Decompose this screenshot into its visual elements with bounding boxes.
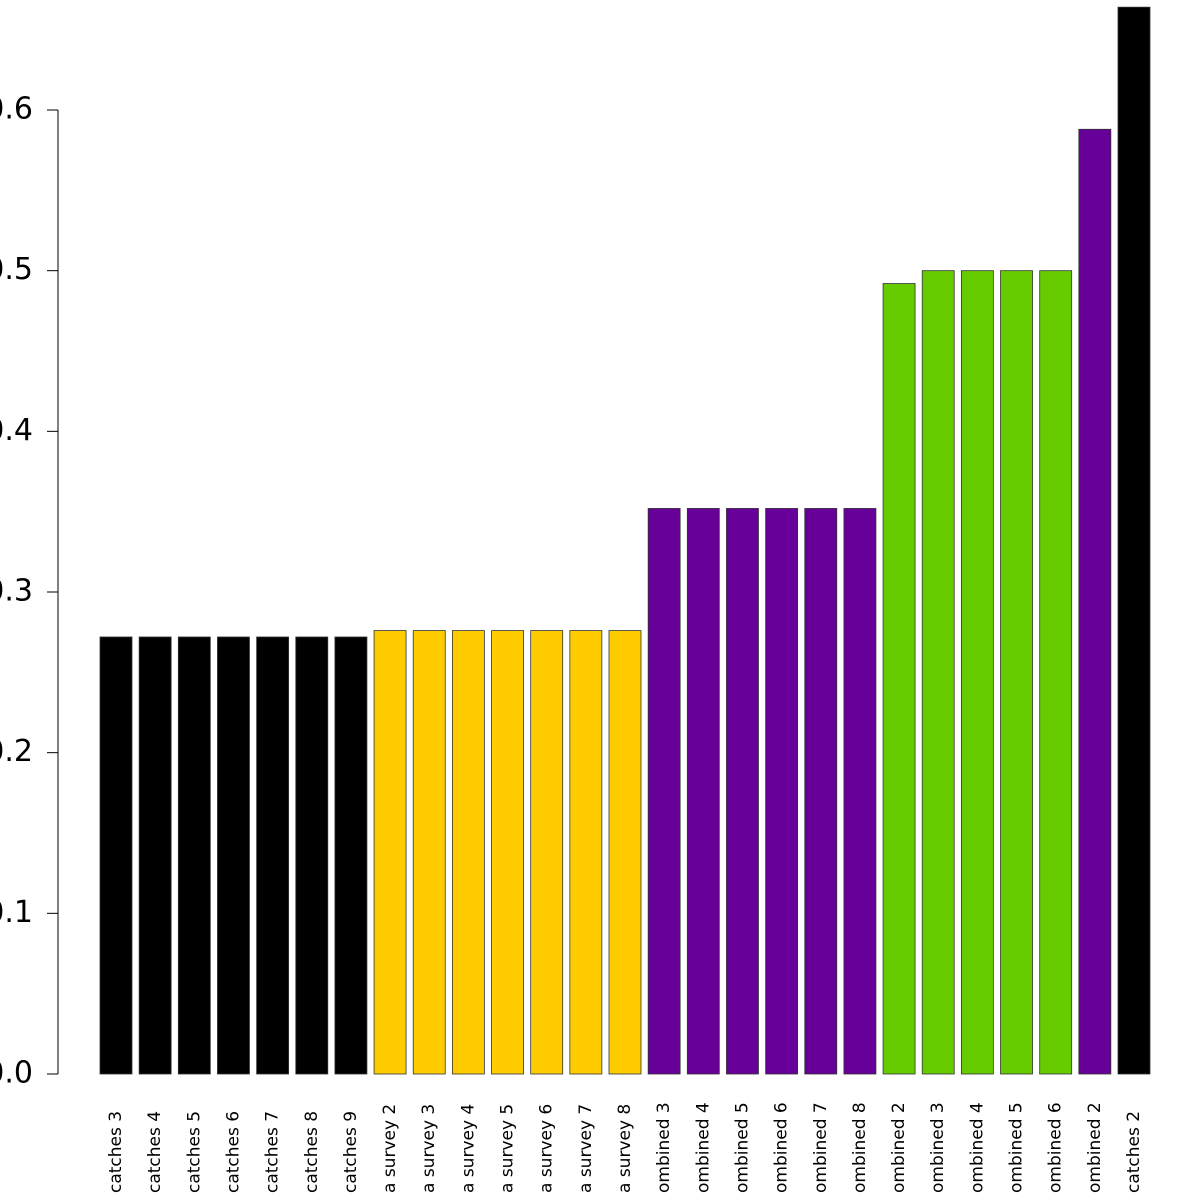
bar (295, 636, 329, 1075)
bar (1039, 270, 1073, 1075)
bar (647, 508, 681, 1075)
x-tick-label: a survey 8 (615, 1104, 635, 1193)
x-tick-label: ombined 5 (1007, 1102, 1027, 1193)
x-tick-label: catches 2 (1124, 1111, 1144, 1193)
x-tick-label: a survey 6 (537, 1104, 557, 1193)
x-tick-label: ombined 6 (1046, 1102, 1066, 1193)
x-tick-label: catches 8 (302, 1111, 322, 1193)
x-tick-label: ombined 5 (732, 1102, 752, 1193)
y-tick-label: 0.1 (0, 895, 33, 930)
y-tick-label: 0.4 (0, 413, 33, 448)
x-tick-label: catches 5 (184, 1111, 204, 1193)
x-tick-label: ombined 4 (693, 1102, 713, 1193)
bar (1078, 128, 1112, 1075)
y-tick-label: 0.3 (0, 574, 33, 609)
y-tick-label: 0.2 (0, 734, 33, 769)
bar (843, 508, 877, 1075)
bar (530, 630, 564, 1075)
x-tick-label: ombined 6 (772, 1102, 792, 1193)
bar (686, 508, 720, 1075)
x-tick-label: ombined 8 (850, 1102, 870, 1193)
x-tick-label: ombined 4 (967, 1102, 987, 1193)
bar (99, 636, 133, 1075)
bar (334, 636, 368, 1075)
y-tick-label: 0.0 (0, 1056, 33, 1091)
x-tick-label: a survey 3 (419, 1104, 439, 1193)
x-tick-label: catches 6 (223, 1111, 243, 1193)
bar (256, 636, 290, 1075)
bar (726, 508, 759, 1075)
x-tick-label: a survey 7 (576, 1104, 596, 1193)
bar (217, 636, 250, 1075)
x-tick-label: ombined 2 (1085, 1102, 1105, 1193)
x-tick-label: catches 3 (106, 1111, 126, 1193)
bar (804, 508, 838, 1075)
x-tick-label: a survey 5 (498, 1104, 518, 1193)
bar (569, 630, 603, 1075)
x-tick-label: ombined 3 (928, 1102, 948, 1193)
x-tick-label: catches 9 (341, 1111, 361, 1193)
bar (138, 636, 172, 1075)
bar (177, 636, 211, 1075)
x-tick-label: a survey 4 (458, 1104, 478, 1193)
bar (451, 630, 485, 1075)
bar (765, 508, 799, 1075)
bar (373, 630, 407, 1075)
y-tick-label: 0.5 (0, 252, 33, 287)
bar (608, 630, 642, 1075)
bar (882, 283, 916, 1075)
x-tick-label: ombined 7 (811, 1102, 831, 1193)
bar (1117, 6, 1151, 1075)
x-tick-label: catches 7 (263, 1111, 283, 1193)
bar (491, 630, 524, 1075)
y-tick-label: 0.6 (0, 92, 33, 127)
bar (921, 270, 955, 1075)
x-tick-label: catches 4 (145, 1111, 165, 1193)
bar (1000, 270, 1033, 1075)
x-tick-label: ombined 3 (654, 1102, 674, 1193)
bar (412, 630, 446, 1075)
bar (960, 270, 994, 1075)
x-tick-label: a survey 2 (380, 1104, 400, 1193)
x-tick-label: ombined 2 (889, 1102, 909, 1193)
